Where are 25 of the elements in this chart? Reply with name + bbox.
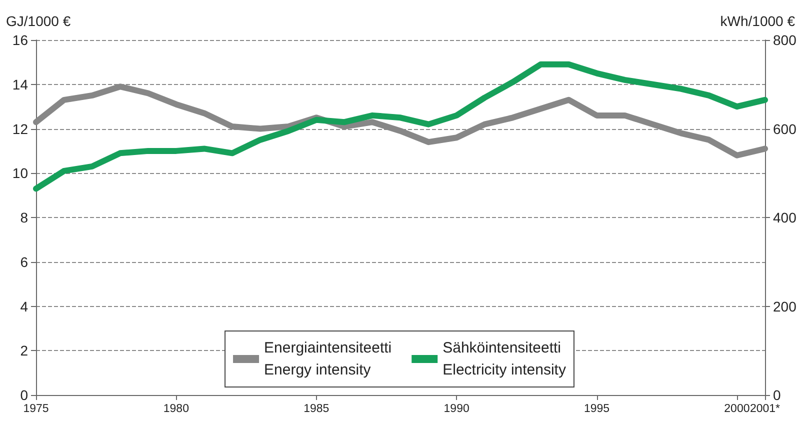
legend-label: Sähköintensiteetti Electricity intensity	[442, 340, 566, 378]
x-tick-label: 1980	[163, 403, 189, 415]
y2-tick-label: 800	[773, 32, 797, 48]
y-tick-label: 6	[20, 254, 28, 270]
legend-label: Energiaintensiteetti Energy intensity	[264, 340, 392, 378]
x-tick-label: 1985	[304, 403, 330, 415]
y-tick-label: 8	[20, 210, 28, 226]
y-axis-title: GJ/1000 €	[6, 13, 71, 29]
y-tick-label: 16	[12, 32, 28, 48]
y2-tick-label: 0	[773, 387, 781, 403]
y-tick-label: 10	[12, 165, 28, 182]
y-tick-label: 14	[12, 76, 28, 92]
x-tick-label: 1975	[23, 403, 49, 415]
y2-axis-title: kWh/1000 €	[720, 13, 796, 29]
y-tick-label: 12	[12, 120, 28, 137]
x-tick-label: 1995	[584, 403, 610, 415]
y2-tick-label: 200	[773, 298, 797, 314]
y2-tick-label: 600	[773, 120, 797, 137]
y-tick-label: 0	[20, 387, 28, 403]
x-tick-label: 2001*	[750, 403, 781, 415]
y-tick-label: 2	[20, 342, 28, 359]
x-tick-label: 1990	[444, 403, 470, 415]
x-tick-label: 2000	[724, 403, 750, 415]
y-tick-label: 4	[20, 298, 28, 314]
y2-tick-label: 400	[773, 210, 797, 226]
